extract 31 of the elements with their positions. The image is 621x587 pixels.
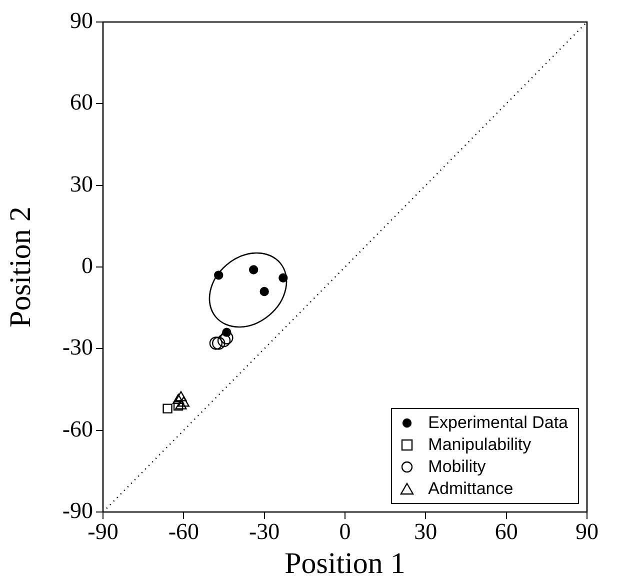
point <box>222 328 232 337</box>
y-tick-label: -60 <box>62 416 93 442</box>
point <box>162 404 172 414</box>
y-tick-label: 60 <box>70 90 93 115</box>
point <box>173 400 184 411</box>
point <box>220 331 234 344</box>
x-tick-label: -30 <box>248 518 280 544</box>
point <box>209 336 223 350</box>
y-tick-label: -30 <box>62 334 93 360</box>
x-tick-label: 90 <box>576 518 598 544</box>
point <box>175 391 187 402</box>
x-tick-label: 30 <box>414 518 438 544</box>
y-tick-label: 90 <box>70 8 93 34</box>
y-axis-title: Position 2 <box>4 206 37 328</box>
x-axis-title: Position 1 <box>284 546 406 580</box>
point <box>217 334 231 348</box>
point <box>172 394 184 404</box>
point <box>212 336 226 350</box>
legend-label: Admittance <box>428 478 514 500</box>
x-tick-label: -60 <box>168 518 200 544</box>
y-tick-label: 0 <box>82 253 93 278</box>
point <box>248 265 258 274</box>
legend-label: Experimental Data <box>428 412 568 434</box>
x-tick-label: 0 <box>339 518 351 544</box>
point <box>175 399 187 410</box>
legend-label: Mobility <box>428 456 486 478</box>
y-tick-label: 30 <box>70 171 93 196</box>
point <box>178 396 190 407</box>
point <box>260 286 269 296</box>
x-tick-label: 60 <box>494 518 518 544</box>
legend-label: Manipulability <box>428 434 532 456</box>
